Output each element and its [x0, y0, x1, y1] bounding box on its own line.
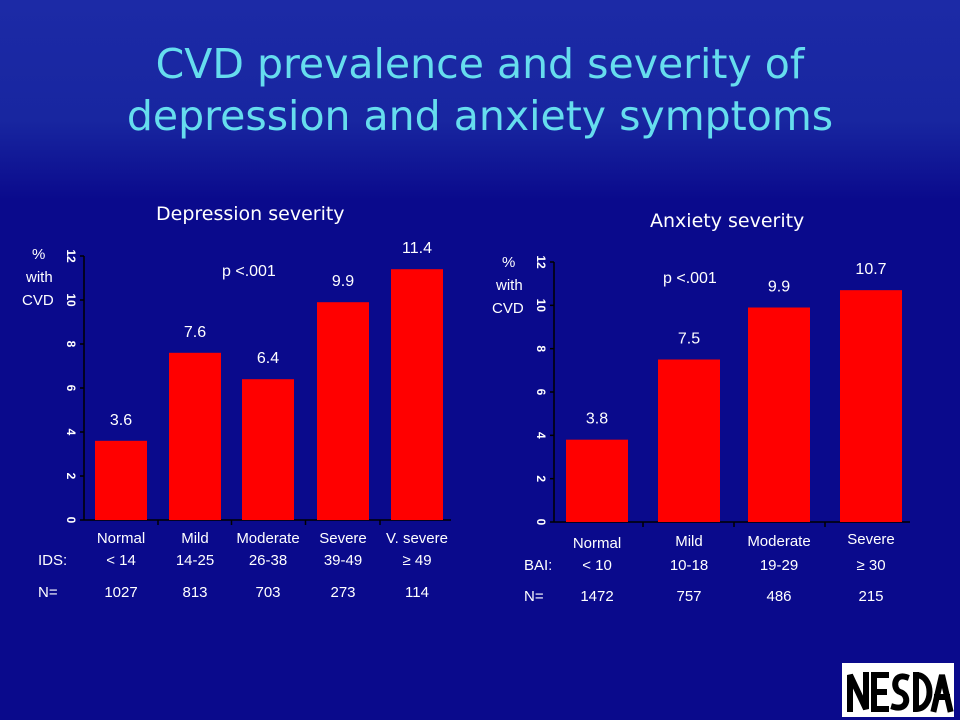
n-value-label: 1472: [580, 588, 613, 605]
p-value-annotation: p <.001: [663, 270, 717, 287]
bar: [242, 379, 294, 520]
y-tick-label: 8: [64, 341, 78, 348]
n-label: N=: [38, 584, 58, 601]
y-axis-label: %: [502, 254, 515, 271]
nesda-logo: [842, 663, 954, 717]
category-range-label: ≥ 30: [856, 557, 885, 574]
category-name-label: Normal: [573, 535, 621, 552]
y-tick-label: 4: [64, 429, 78, 436]
n-value-label: 114: [405, 584, 429, 601]
category-name-label: Severe: [319, 530, 367, 547]
bar-value-label: 9.9: [332, 273, 354, 290]
bar-value-label: 6.4: [257, 350, 279, 367]
category-name-label: Moderate: [236, 530, 299, 547]
bar-value-label: 10.7: [855, 261, 886, 278]
title-line-1: CVD prevalence and severity of: [155, 40, 805, 88]
y-tick-label: 6: [534, 389, 548, 396]
category-range-label: 39-49: [324, 552, 362, 569]
y-axis-label: %: [32, 246, 45, 263]
background-band: [0, 0, 960, 200]
category-range-label: < 10: [582, 557, 612, 574]
category-range-label: 26-38: [249, 552, 287, 569]
n-value-label: 757: [676, 588, 701, 605]
bar: [317, 302, 369, 520]
anxiety-chart-title: Anxiety severity: [650, 210, 805, 232]
n-value-label: 703: [255, 584, 280, 601]
bar: [566, 439, 628, 522]
bar: [840, 290, 902, 522]
bar-value-label: 7.5: [678, 331, 700, 348]
y-tick-label: 12: [534, 255, 548, 269]
y-tick-label: 0: [64, 517, 78, 524]
p-value-annotation: p <.001: [222, 263, 276, 280]
slide-title: CVD prevalence and severity of depressio…: [0, 38, 960, 142]
n-value-label: 215: [858, 588, 883, 605]
bar-value-label: 11.4: [402, 240, 432, 257]
y-axis-label: CVD: [22, 292, 54, 309]
y-axis-label: CVD: [492, 300, 524, 317]
bar: [748, 307, 810, 522]
bar: [658, 359, 720, 522]
y-tick-label: 4: [534, 432, 548, 439]
scale-label: IDS:: [38, 552, 67, 569]
y-tick-label: 10: [64, 293, 78, 307]
category-range-label: ≥ 49: [402, 552, 431, 569]
y-axis-label: with: [495, 277, 523, 294]
depression-chart-title: Depression severity: [156, 203, 345, 225]
y-tick-label: 2: [534, 475, 548, 482]
category-name-label: Normal: [97, 530, 145, 547]
n-value-label: 486: [766, 588, 791, 605]
anxiety-chart: 0 2 4 6 8 10 12% with CVD p <.001 3.8 Normal < 10 147…: [492, 254, 910, 605]
category-name-label: Mild: [181, 530, 209, 547]
category-name-label: Mild: [675, 533, 703, 550]
y-tick-label: 10: [534, 299, 548, 313]
bar-value-label: 7.6: [184, 324, 206, 341]
bar: [391, 269, 443, 520]
y-tick-label: 6: [64, 385, 78, 392]
bar: [95, 440, 147, 520]
category-range-label: < 14: [106, 552, 136, 569]
n-value-label: 273: [330, 584, 355, 601]
y-axis-label: with: [25, 269, 53, 286]
bar-value-label: 3.8: [586, 411, 608, 428]
y-tick-label: 8: [534, 345, 548, 352]
category-name-label: V. severe: [386, 530, 448, 547]
y-tick-label: 12: [64, 249, 78, 263]
n-value-label: 813: [182, 584, 207, 601]
y-tick-label: 0: [534, 519, 548, 526]
category-range-label: 14-25: [176, 552, 214, 569]
category-name-label: Severe: [847, 531, 895, 548]
category-range-label: 10-18: [670, 557, 708, 574]
category-range-label: 19-29: [760, 557, 798, 574]
category-name-label: Moderate: [747, 533, 810, 550]
bar-value-label: 9.9: [768, 279, 790, 296]
scale-label: BAI:: [524, 557, 552, 574]
bar: [169, 352, 221, 520]
y-tick-label: 2: [64, 473, 78, 480]
n-label: N=: [524, 588, 544, 605]
title-line-2: depression and anxiety symptoms: [126, 92, 834, 140]
depression-chart: 0 2 4 6 8 10 12% with CVD p <.001 3.6 Normal < 14 102…: [22, 240, 451, 601]
bar-value-label: 3.6: [110, 412, 132, 429]
n-value-label: 1027: [104, 584, 137, 601]
